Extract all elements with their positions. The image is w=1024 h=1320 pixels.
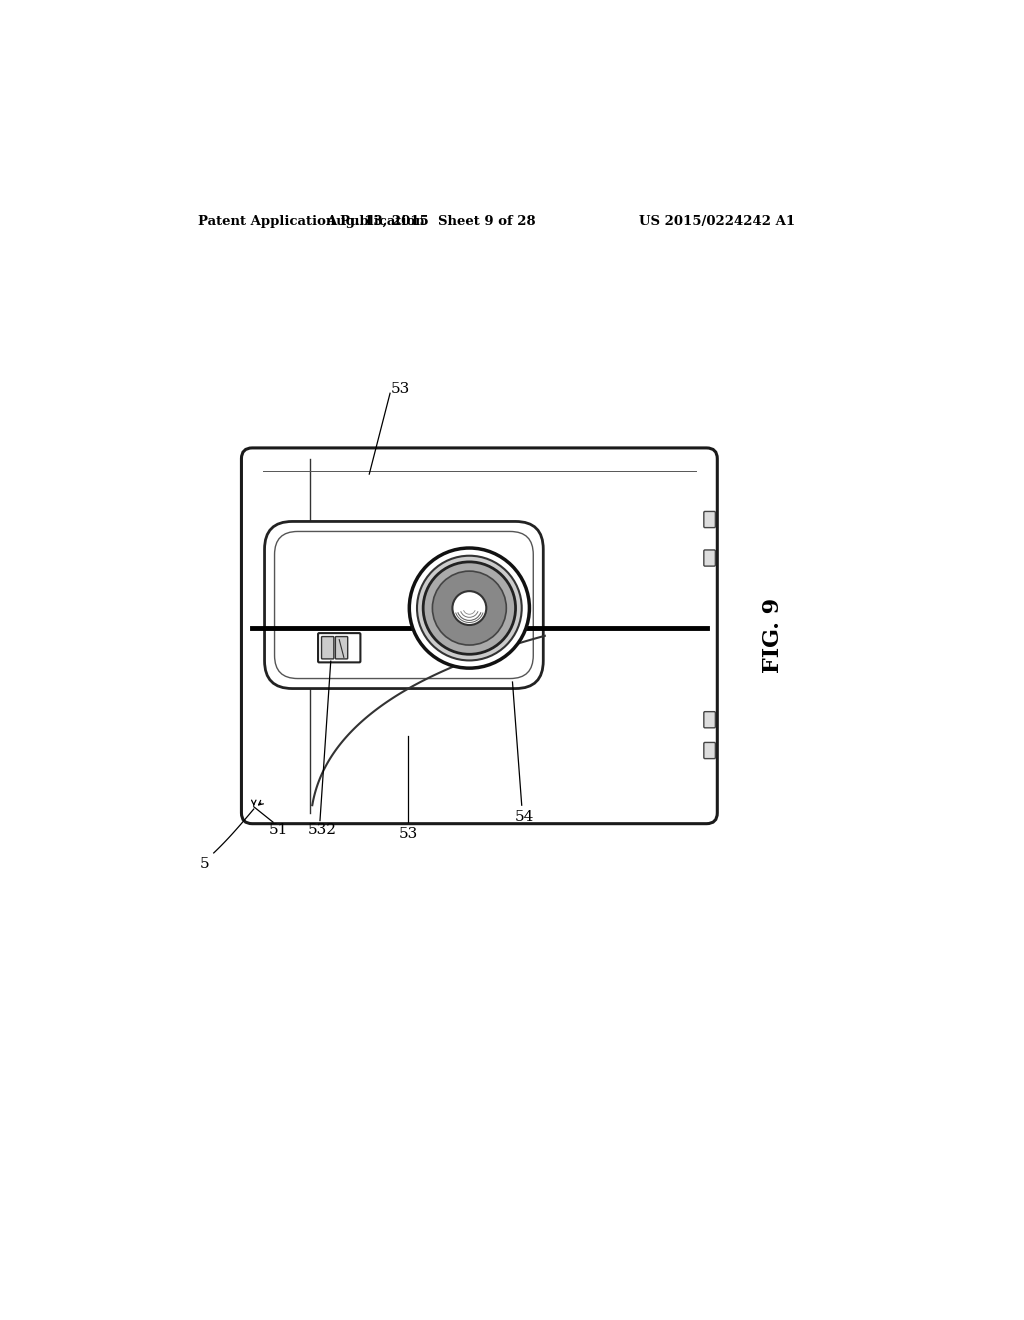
Circle shape	[410, 548, 529, 668]
Text: Aug. 13, 2015  Sheet 9 of 28: Aug. 13, 2015 Sheet 9 of 28	[326, 215, 536, 228]
Text: 53: 53	[398, 826, 418, 841]
Text: Patent Application Publication: Patent Application Publication	[199, 215, 425, 228]
FancyBboxPatch shape	[703, 511, 716, 528]
Text: 51: 51	[269, 822, 289, 837]
FancyBboxPatch shape	[242, 447, 717, 824]
Circle shape	[417, 556, 521, 660]
Circle shape	[453, 591, 486, 626]
FancyBboxPatch shape	[703, 742, 716, 759]
FancyBboxPatch shape	[703, 711, 716, 727]
Text: 5: 5	[200, 857, 210, 871]
FancyBboxPatch shape	[274, 532, 534, 678]
FancyBboxPatch shape	[322, 636, 334, 659]
FancyBboxPatch shape	[318, 634, 360, 663]
Text: 54: 54	[515, 809, 535, 824]
Text: FIG. 9: FIG. 9	[762, 598, 784, 673]
Text: 53: 53	[391, 383, 410, 396]
FancyBboxPatch shape	[336, 636, 348, 659]
Text: US 2015/0224242 A1: US 2015/0224242 A1	[639, 215, 795, 228]
Text: 532: 532	[307, 822, 337, 837]
FancyBboxPatch shape	[264, 521, 544, 689]
FancyBboxPatch shape	[703, 550, 716, 566]
Circle shape	[432, 572, 506, 645]
Circle shape	[423, 562, 515, 655]
